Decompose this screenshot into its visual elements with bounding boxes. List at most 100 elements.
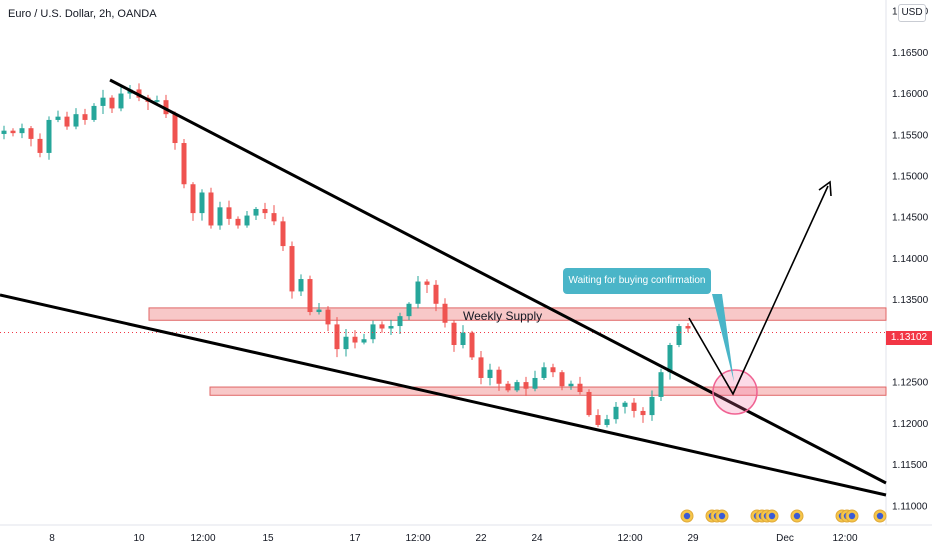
candle-body: [226, 207, 232, 219]
event-icon-center: [718, 512, 726, 520]
candle-body: [622, 402, 628, 407]
candle-body: [55, 116, 61, 120]
x-tick-label: 8: [49, 533, 55, 544]
candle-body: [208, 192, 214, 226]
trendline-upper: [109, 78, 887, 485]
annotation-callout: Waiting for buying confirmation: [563, 268, 711, 294]
candle-body: [10, 130, 16, 134]
candle-body: [316, 309, 322, 313]
candle-body: [271, 213, 277, 222]
candle-body: [181, 143, 187, 185]
currency-selector[interactable]: USD: [898, 4, 926, 22]
x-tick-label: 10: [133, 533, 145, 544]
candle-body: [397, 316, 403, 327]
candle-body: [469, 332, 475, 358]
y-tick-label: 1.11000: [892, 501, 928, 512]
candle-body: [109, 97, 115, 109]
x-tick-label: 17: [349, 533, 361, 544]
candle-body: [649, 396, 655, 416]
candle-body: [280, 221, 286, 247]
candle-body: [28, 128, 34, 139]
candle-body: [613, 406, 619, 420]
candle-body: [478, 357, 484, 378]
candle-body: [19, 128, 25, 134]
x-tick-label: 24: [531, 533, 543, 544]
candle-body: [523, 382, 529, 389]
candle-body: [460, 332, 466, 345]
candle-body: [514, 382, 520, 391]
x-tick-label: 12:00: [190, 533, 215, 544]
candle-body: [370, 324, 376, 340]
candle-body: [244, 215, 250, 226]
candle-body: [496, 369, 502, 384]
candle-body: [577, 383, 583, 392]
candle-body: [424, 281, 430, 285]
x-tick-label: Dec: [776, 533, 794, 544]
candle-body: [640, 410, 646, 416]
candle-body: [487, 369, 493, 378]
candle-body: [190, 184, 196, 214]
y-tick-label: 1.12000: [892, 419, 929, 430]
candle-body: [361, 339, 367, 343]
candle-body: [334, 324, 340, 350]
y-tick-label: 1.11500: [892, 460, 928, 471]
x-tick-label: 12:00: [617, 533, 642, 544]
event-icon-center: [683, 512, 691, 520]
y-tick-label: 1.15500: [892, 130, 929, 141]
candle-body: [289, 246, 295, 292]
candle-body: [658, 372, 664, 397]
candle-body: [235, 218, 241, 226]
candle-body: [343, 336, 349, 350]
candle-body: [262, 208, 268, 214]
y-tick-label: 1.14500: [892, 213, 929, 224]
candle-body: [604, 419, 610, 425]
candle-body: [82, 114, 88, 120]
candle-body: [685, 326, 691, 329]
y-tick-label: 1.16500: [892, 48, 929, 59]
y-tick-label: 1.12500: [892, 378, 929, 389]
candle-body: [352, 336, 358, 343]
callout-pointer: [712, 294, 734, 382]
highlight-circle: [712, 369, 758, 415]
y-tick-label: 1.14000: [892, 254, 929, 265]
candle-body: [388, 326, 394, 329]
candle-body: [100, 97, 106, 106]
candle-body: [118, 93, 124, 109]
candle-body: [559, 372, 565, 387]
zone-rect: [148, 307, 887, 321]
candle-body: [541, 367, 547, 378]
y-tick-label: 1.13500: [892, 295, 929, 306]
candle-body: [73, 114, 79, 127]
candle-body: [217, 207, 223, 226]
event-icon-center: [848, 512, 856, 520]
y-tick-label: 1.15000: [892, 172, 929, 183]
candle-body: [172, 114, 178, 144]
candle-body: [199, 192, 205, 214]
projection-path: [688, 185, 829, 396]
candle-body: [532, 377, 538, 389]
candle-body: [325, 309, 331, 325]
event-icon-center: [876, 512, 884, 520]
candle-body: [154, 100, 160, 102]
candle-body: [631, 402, 637, 411]
event-icon-center: [793, 512, 801, 520]
candle-body: [46, 119, 52, 153]
trendline-lower: [0, 293, 887, 497]
x-tick-label: 15: [262, 533, 274, 544]
candle-body: [64, 116, 70, 127]
candle-body: [433, 284, 439, 304]
chart-title: Euro / U.S. Dollar, 2h, OANDA: [8, 8, 157, 20]
candle-body: [91, 105, 97, 120]
candle-body: [298, 279, 304, 292]
candle-body: [1, 130, 7, 134]
candle-body: [253, 208, 259, 216]
candle-body: [676, 326, 682, 345]
candle-body: [595, 415, 601, 425]
x-tick-label: 12:00: [405, 533, 430, 544]
candle-body: [586, 391, 592, 416]
zone-label: Weekly Supply: [463, 309, 542, 323]
x-tick-label: 29: [687, 533, 699, 544]
candle-body: [163, 100, 169, 115]
candle-body: [442, 303, 448, 323]
